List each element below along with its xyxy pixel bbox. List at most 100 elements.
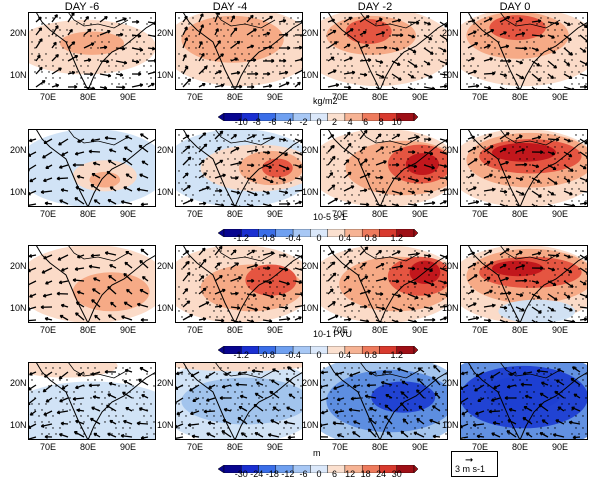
colorbar-tick-label: -1.2 <box>233 233 250 243</box>
lat-label: 20N <box>302 378 319 388</box>
lon-label: 70E <box>471 325 488 335</box>
lat-label: 10N <box>157 420 174 430</box>
lat-label: 10N <box>10 420 27 430</box>
lon-label: 70E <box>471 442 488 452</box>
lat-label: 10N <box>302 187 319 197</box>
lat-label: 20N <box>302 28 319 38</box>
lon-label: 70E <box>186 442 203 452</box>
lon-label: 90E <box>119 325 136 335</box>
lon-label: 90E <box>119 209 136 219</box>
column-title-day-0: DAY 0 <box>499 1 531 13</box>
lon-label: 90E <box>266 325 283 335</box>
lon-label: 80E <box>511 92 528 102</box>
colorbar-tick-label: -6 <box>268 117 277 127</box>
lon-label: 80E <box>79 209 96 219</box>
colorbar-tick-label: 0.8 <box>364 350 378 360</box>
lon-label: 80E <box>511 209 528 219</box>
colorbar-tick-label: 0.4 <box>338 233 352 243</box>
lon-label: 90E <box>551 325 568 335</box>
colorbar-unit-label: 10-5 s-1 <box>313 212 347 222</box>
lon-label: 80E <box>226 92 243 102</box>
colorbar-tick-label: -1.2 <box>233 350 250 360</box>
lat-label: 10N <box>442 187 459 197</box>
colorbar-3 <box>217 460 419 478</box>
lat-label: 20N <box>302 261 319 271</box>
map-panel-r2-c3 <box>460 245 588 323</box>
colorbar-tick-label: -0.8 <box>259 350 275 360</box>
lat-label: 20N <box>302 145 319 155</box>
lon-label: 70E <box>331 442 348 452</box>
map-panel-r0-c1 <box>175 12 303 90</box>
lat-label: 20N <box>157 261 174 271</box>
lon-label: 70E <box>186 325 203 335</box>
colorbar-tick-label: -10 <box>234 117 248 127</box>
reference-vector-box: ➞ 3 m s-1 <box>451 451 498 477</box>
colorbar-tick-label: 0.8 <box>364 233 378 243</box>
lat-label: 20N <box>10 28 27 38</box>
lon-label: 70E <box>39 92 56 102</box>
map-panel-r0-c2 <box>320 12 448 90</box>
lon-label: 90E <box>551 209 568 219</box>
lat-label: 10N <box>302 70 319 80</box>
lat-label: 10N <box>442 303 459 313</box>
lon-label: 70E <box>186 209 203 219</box>
lat-label: 10N <box>157 303 174 313</box>
lat-label: 20N <box>10 261 27 271</box>
lat-label: 10N <box>10 303 27 313</box>
lon-label: 80E <box>226 442 243 452</box>
map-panel-r3-c1 <box>175 362 303 440</box>
column-title-day-minus-6: DAY -6 <box>64 1 100 13</box>
lon-label: 80E <box>511 325 528 335</box>
map-panel-r1-c0 <box>28 129 156 207</box>
reference-vector-label: 3 m s-1 <box>455 464 486 474</box>
colorbar-tick-label: -8 <box>252 117 261 127</box>
lon-label: 90E <box>411 209 428 219</box>
colorbar-tick-label: 10 <box>391 117 402 127</box>
map-panel-r2-c1 <box>175 245 303 323</box>
colorbar-tick-label: 30 <box>391 469 402 479</box>
lat-label: 20N <box>442 145 459 155</box>
map-panel-r2-c0 <box>28 245 156 323</box>
colorbar-tick-label: -0.8 <box>259 233 275 243</box>
lon-label: 80E <box>226 325 243 335</box>
lat-label: 10N <box>157 70 174 80</box>
colorbar-unit-label: m <box>313 448 321 458</box>
map-panel-r1-c2 <box>320 129 448 207</box>
colorbar-tick-label: 0 <box>316 233 322 243</box>
map-panel-r3-c2 <box>320 362 448 440</box>
lon-label: 70E <box>186 92 203 102</box>
map-panel-r1-c3 <box>460 129 588 207</box>
lon-label: 70E <box>39 442 56 452</box>
colorbar-0 <box>217 108 419 126</box>
colorbar-unit-label: 10-1 PVU <box>313 329 353 339</box>
lon-label: 90E <box>411 92 428 102</box>
colorbar-tick-label: -24 <box>250 469 264 479</box>
lon-label: 80E <box>371 92 388 102</box>
lon-label: 90E <box>119 92 136 102</box>
lon-label: 80E <box>371 442 388 452</box>
lat-label: 10N <box>442 70 459 80</box>
map-panel-r3-c0 <box>28 362 156 440</box>
map-panel-r2-c2 <box>320 245 448 323</box>
colorbar-tick-label: 6 <box>363 117 369 127</box>
colorbar-tick-label: -12 <box>281 469 295 479</box>
colorbar-tick-label: -0.4 <box>285 350 301 360</box>
colorbar-tick-label: 0 <box>316 117 322 127</box>
lon-label: 70E <box>331 92 348 102</box>
lat-label: 10N <box>10 187 27 197</box>
lon-label: 90E <box>411 442 428 452</box>
lat-label: 20N <box>10 145 27 155</box>
lat-label: 10N <box>157 187 174 197</box>
map-panel-r0-c0 <box>28 12 156 90</box>
lon-label: 70E <box>331 209 348 219</box>
map-panel-r1-c1 <box>175 129 303 207</box>
lat-label: 20N <box>442 378 459 388</box>
colorbar-tick-label: 0.4 <box>338 350 352 360</box>
reference-arrow-icon: ➞ <box>465 455 474 466</box>
lon-label: 90E <box>266 442 283 452</box>
lon-label: 90E <box>266 209 283 219</box>
lon-label: 70E <box>39 209 56 219</box>
lat-label: 10N <box>10 70 27 80</box>
lon-label: 80E <box>79 325 96 335</box>
lon-label: 80E <box>511 442 528 452</box>
